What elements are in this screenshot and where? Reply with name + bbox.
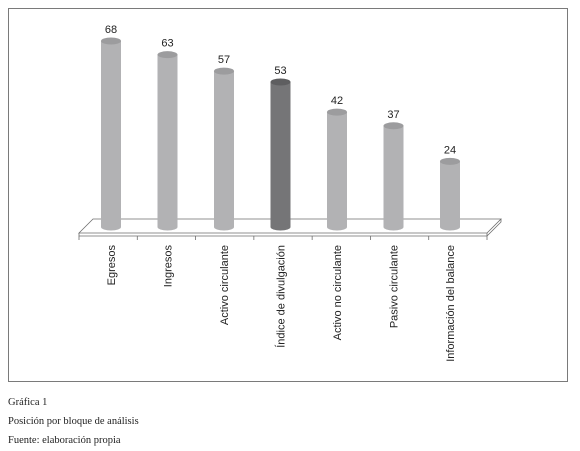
figure-title: Posición por bloque de análisis xyxy=(8,416,139,427)
bar-top xyxy=(214,67,234,75)
bar xyxy=(270,82,291,227)
data-label: 37 xyxy=(387,109,399,121)
bar-base xyxy=(270,223,291,231)
bar xyxy=(440,161,460,227)
data-label: 68 xyxy=(105,24,117,36)
bar-top xyxy=(440,157,460,165)
bar-top xyxy=(270,78,291,86)
x-tick-label: Ingresos xyxy=(163,245,175,288)
x-tick-label: Pasivo circulante xyxy=(389,245,401,328)
x-tick-label: Egresos xyxy=(106,245,118,286)
bar-base xyxy=(440,223,460,231)
x-tick-label: Índice de divulgación xyxy=(275,245,288,348)
bar xyxy=(383,125,404,227)
x-tick-label: Activo circulante xyxy=(219,245,231,325)
bar-chart: 68 Egresos 63 Ingresos 57 Activo circulante 53… xyxy=(78,24,502,362)
data-label: 53 xyxy=(274,65,286,77)
bar-base xyxy=(383,223,404,231)
bar xyxy=(327,112,347,227)
bar-top xyxy=(383,122,404,130)
bar-base xyxy=(101,223,121,231)
bar xyxy=(157,54,178,228)
bar-top xyxy=(327,108,347,116)
x-tick-label: Información del balance xyxy=(445,245,457,362)
x-tick-label: Activo no circulante xyxy=(332,245,344,340)
data-label: 24 xyxy=(444,144,456,156)
data-label: 63 xyxy=(161,38,173,50)
bar xyxy=(214,71,234,228)
bar xyxy=(101,41,121,227)
figure-number: Gráfica 1 xyxy=(8,397,48,408)
data-label: 42 xyxy=(331,95,343,107)
data-label: 57 xyxy=(218,54,230,66)
bar-base xyxy=(327,223,347,231)
bar-top xyxy=(157,51,178,59)
figure-source: Fuente: elaboración propia xyxy=(8,435,121,446)
bar-base xyxy=(157,223,178,231)
chart-frame: 68 Egresos 63 Ingresos 57 Activo circulante 53… xyxy=(8,8,568,382)
bar-base xyxy=(214,223,234,231)
bar-top xyxy=(101,37,121,45)
